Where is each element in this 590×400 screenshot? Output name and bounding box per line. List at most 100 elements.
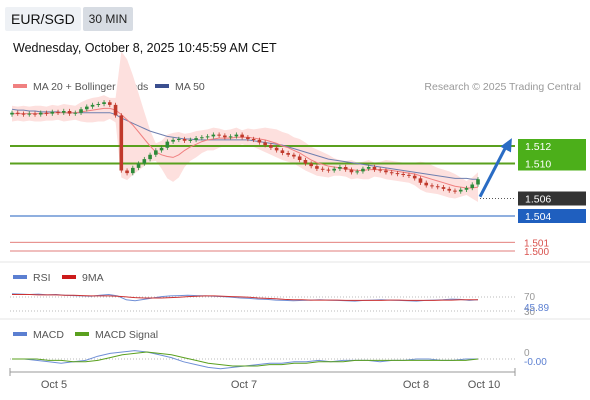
- candle-body: [131, 167, 135, 174]
- candle-body: [27, 113, 32, 115]
- macd-panel: MACD MACD Signal 0 -0.00: [10, 329, 547, 370]
- candle-body: [269, 145, 273, 148]
- candle-body: [378, 169, 382, 171]
- interval-badge[interactable]: 30 MIN: [83, 7, 133, 31]
- candle-body: [458, 189, 463, 192]
- candle-body: [251, 139, 256, 140]
- candle-body: [177, 139, 181, 140]
- level-tag-label: 1.504: [525, 211, 551, 223]
- x-axis: Oct 5 Oct 7 Oct 8 Oct 10: [9, 368, 516, 391]
- candle-body: [447, 188, 452, 191]
- candle-body: [171, 139, 175, 142]
- candle-body: [476, 179, 480, 185]
- candle-body: [125, 170, 129, 174]
- candle-body: [119, 115, 124, 171]
- candle-body: [38, 112, 43, 115]
- candle-body: [384, 170, 388, 173]
- macd-signal-legend-swatch: [75, 332, 89, 336]
- candle-body: [205, 136, 210, 138]
- candle-body: [73, 112, 78, 114]
- candle-body: [286, 153, 290, 155]
- candle-body: [389, 172, 394, 174]
- candle-body: [79, 109, 83, 113]
- rsi-legend-label: RSI: [33, 272, 51, 284]
- candle-body: [424, 182, 429, 186]
- candle-body: [292, 154, 296, 157]
- candle-body: [343, 167, 348, 170]
- candle-body: [464, 188, 469, 190]
- candle-body: [159, 147, 164, 151]
- candle-body: [154, 150, 158, 155]
- candle-body: [228, 136, 233, 138]
- candle-body: [401, 174, 406, 175]
- candle-body: [366, 167, 371, 169]
- symbol-label: EUR/SGD: [5, 7, 81, 31]
- candle-body: [338, 167, 342, 169]
- candle-body: [320, 168, 325, 170]
- ma50-legend-label: MA 50: [175, 81, 205, 93]
- candle-body: [21, 113, 26, 115]
- level-tag-label: 1.506: [525, 194, 551, 206]
- candle-body: [165, 141, 170, 148]
- resistance-level-tag: 1.512: [518, 139, 586, 153]
- chart-header: EUR/SGD 30 MIN Wednesday, October 8, 202…: [0, 0, 590, 70]
- candle-body: [10, 112, 14, 115]
- candle-body: [200, 137, 204, 139]
- rsi-level-30-label: 30: [524, 307, 536, 318]
- macd-signal-line: [12, 351, 479, 367]
- candle-body: [470, 184, 475, 188]
- support-level-label: 1.500: [524, 247, 549, 258]
- candle-body: [395, 173, 400, 175]
- ma20-legend-swatch: [13, 84, 27, 88]
- candle-body: [234, 134, 239, 137]
- candle-body: [188, 139, 193, 141]
- candle-body: [15, 112, 20, 114]
- candle-body: [309, 163, 313, 167]
- macd-legend-swatch: [13, 332, 27, 336]
- candle-body: [50, 111, 55, 114]
- candle-body: [240, 134, 244, 138]
- candle-body: [274, 147, 279, 151]
- candle-body: [223, 135, 227, 138]
- candle-body: [441, 187, 446, 189]
- candle-body: [361, 168, 365, 172]
- resistance-level-tag: 1.510: [518, 156, 586, 171]
- timestamp: Wednesday, October 8, 2025 10:45:59 AM C…: [13, 41, 277, 55]
- support-level-label: 1.501: [524, 238, 549, 249]
- x-tick-label: Oct 10: [468, 379, 500, 391]
- ma20-line: [12, 107, 479, 189]
- candle-body: [435, 186, 440, 188]
- candle-body: [297, 156, 302, 160]
- candle-body: [349, 169, 354, 173]
- level-tag-box: [518, 209, 586, 223]
- candle-body: [355, 171, 359, 173]
- forecast-arrow: [478, 145, 508, 198]
- level-tag-label: 1.512: [525, 141, 551, 153]
- candlesticks: [10, 100, 480, 194]
- candle-body: [453, 190, 457, 192]
- candle-body: [211, 134, 216, 137]
- candle-body: [315, 166, 319, 169]
- candle-body: [61, 111, 66, 113]
- candle-body: [108, 102, 112, 105]
- candle-body: [280, 150, 285, 153]
- candle-body: [412, 175, 417, 179]
- level-tag-box: [518, 139, 586, 153]
- macd-zero-label: 0: [524, 348, 530, 359]
- rsi-level-70-label: 70: [524, 292, 536, 303]
- candle-body: [90, 104, 95, 107]
- level-tag-box: [518, 191, 586, 206]
- candle-body: [217, 134, 221, 136]
- candle-body: [418, 178, 423, 183]
- candle-body: [33, 113, 37, 115]
- macd-signal-legend-label: MACD Signal: [95, 329, 158, 341]
- ma50-line: [11, 108, 478, 180]
- candle-body: [96, 104, 101, 105]
- rsi-ma-legend-swatch: [62, 275, 76, 279]
- rsi-ma-legend-label: 9MA: [82, 272, 104, 284]
- candle-body: [257, 139, 262, 143]
- candle-body: [263, 142, 267, 146]
- level-tag-box: [518, 156, 586, 171]
